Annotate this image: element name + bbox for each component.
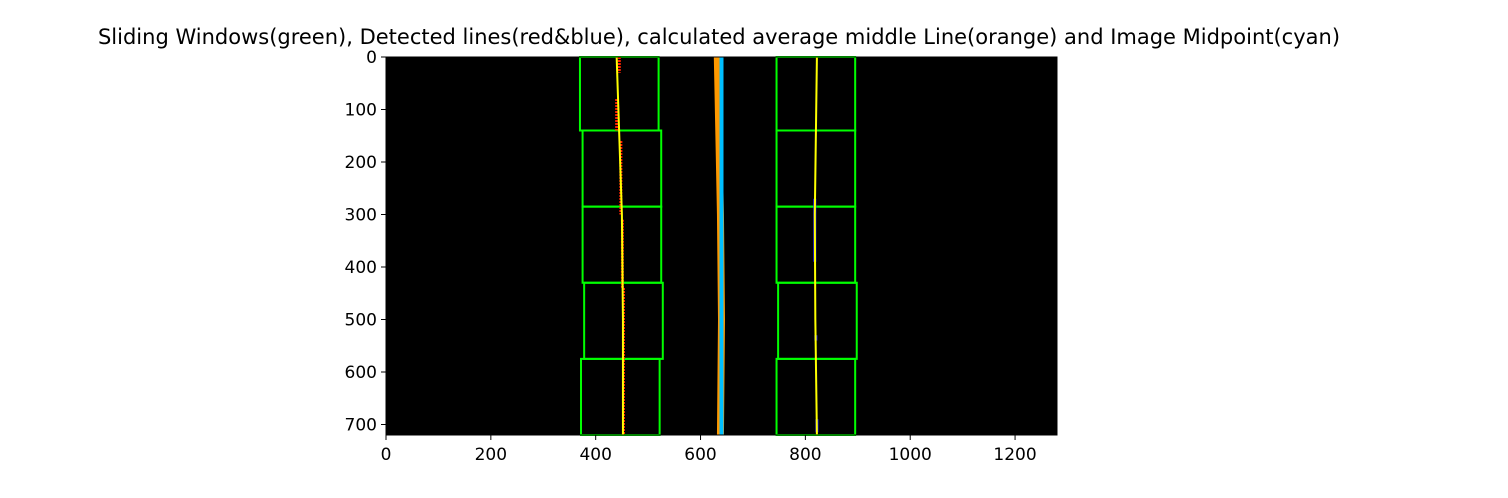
plot-area <box>385 56 1058 436</box>
x-tick-label: 1200 <box>993 445 1036 465</box>
right-fit-line <box>813 56 818 436</box>
y-tick-label: 300 <box>345 206 377 226</box>
x-tick-label: 200 <box>475 445 507 465</box>
x-tick-label: 1000 <box>889 445 932 465</box>
x-axis: 0 200 400 600 800 1000 1200 <box>381 435 1037 465</box>
y-tick-label: 0 <box>366 48 377 68</box>
y-tick-label: 400 <box>345 258 377 278</box>
y-tick-label: 100 <box>345 101 377 121</box>
y-tick-label: 200 <box>345 153 377 173</box>
x-tick-label: 600 <box>684 445 716 465</box>
left-fit-line <box>615 56 624 435</box>
x-tick-label: 800 <box>789 445 821 465</box>
plot-frame <box>385 56 1058 436</box>
y-tick-label: 600 <box>345 363 377 383</box>
x-tick-label: 400 <box>579 445 611 465</box>
y-tick-label: 500 <box>345 311 377 331</box>
x-tick-label: 0 <box>381 445 392 465</box>
y-axis: 0 100 200 300 400 500 600 700 <box>345 48 386 436</box>
y-tick-label: 700 <box>345 416 377 436</box>
chart-title: Sliding Windows(green), Detected lines(r… <box>98 25 1340 49</box>
